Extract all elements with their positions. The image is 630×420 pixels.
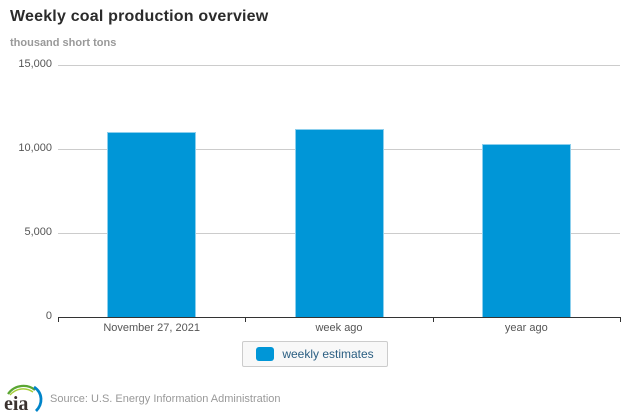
footer: eia Source: U.S. Energy Information Admi… — [3, 381, 281, 417]
x-tick-label-week-ago: week ago — [315, 322, 363, 334]
x-axis-tick — [620, 317, 621, 322]
bar-week-ago[interactable] — [294, 128, 384, 317]
logo-blue-arc — [33, 385, 43, 412]
y-tick-label-5000: 5,000 — [24, 226, 52, 238]
eia-logo: eia — [4, 384, 43, 415]
y-tick-label-0: 0 — [45, 310, 52, 322]
logo-text: eia — [4, 393, 28, 415]
logo-green-arc — [7, 384, 36, 395]
chart-title: Weekly coal production overview — [10, 8, 269, 25]
legend-swatch-icon — [256, 347, 275, 361]
bar-year-ago[interactable] — [481, 143, 571, 317]
bar-november-27-2021[interactable] — [107, 132, 197, 317]
y-axis-labels: 0 5,000 10,000 15,000 — [0, 58, 52, 322]
x-axis-tick — [245, 317, 247, 322]
y-tick-label-10000: 10,000 — [18, 142, 52, 154]
plot-area — [58, 64, 620, 317]
logo-lime-arc — [9, 388, 34, 396]
x-axis-tick — [432, 317, 434, 322]
x-tick-label-year-ago: year ago — [504, 322, 548, 334]
legend-item-weekly-estimates[interactable]: weekly estimates — [242, 341, 388, 367]
y-tick-label-15000: 15,000 — [18, 58, 52, 70]
x-axis-tick — [58, 317, 59, 322]
gridline-15000 — [58, 64, 620, 66]
chart-units-label: thousand short tons — [10, 37, 117, 49]
legend-label: weekly estimates — [282, 347, 374, 361]
x-axis-line — [58, 317, 621, 318]
x-tick-label-november-27-2021: November 27, 2021 — [103, 322, 200, 334]
source-attribution: Source: U.S. Energy Information Administ… — [50, 393, 281, 405]
legend: weekly estimates — [0, 341, 630, 367]
